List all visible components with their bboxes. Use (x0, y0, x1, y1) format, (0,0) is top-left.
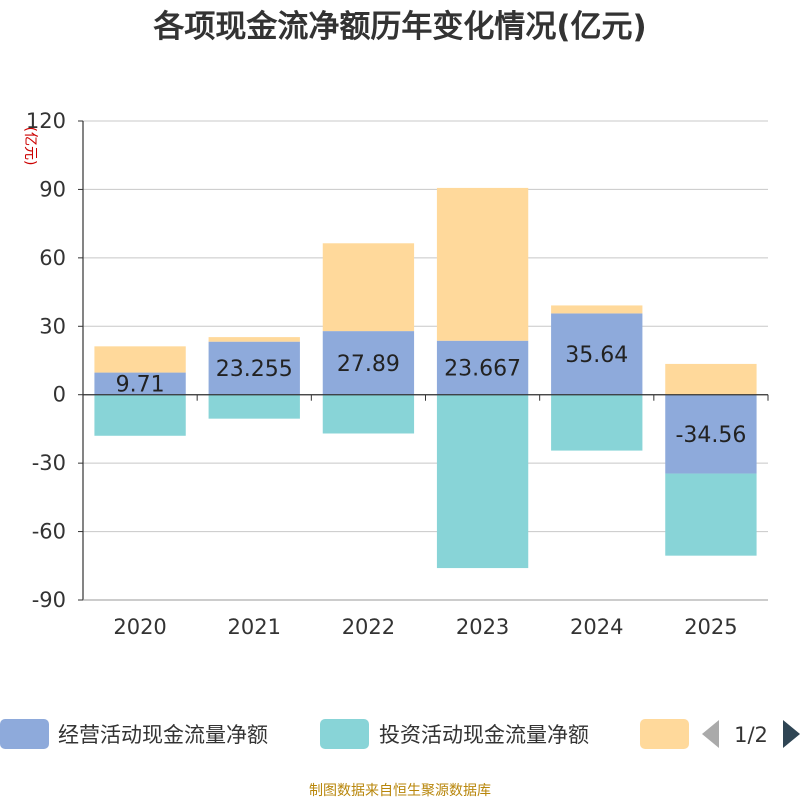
x-tick-label: 2020 (113, 615, 166, 639)
legend-label[interactable]: 投资活动现金流量净额 (379, 723, 589, 747)
x-tick-label: 2022 (342, 615, 395, 639)
axes: -90 -60 -30 0 30 60 90 120 2020 2021 2022 2023 2024 2… (26, 109, 769, 639)
y-axis-unit-label: (亿元) (22, 127, 38, 166)
bar-segment (208, 394, 300, 419)
legend-swatch[interactable] (320, 719, 369, 749)
x-tick-label: 2023 (456, 615, 509, 639)
bar-segment (665, 394, 757, 474)
legend-page-indicator: 1/2 (734, 723, 768, 747)
bar-segment (551, 305, 643, 314)
y-tick-label: 120 (26, 109, 66, 133)
legend-label[interactable]: 经营活动现金流量净额 (58, 723, 268, 747)
bar-segment (94, 394, 186, 436)
legend-next-icon[interactable] (783, 720, 800, 748)
bar-segment (665, 473, 757, 556)
bar-segment (208, 337, 300, 342)
bar-segment (208, 341, 300, 395)
data-label: 35.64 (565, 343, 628, 368)
bar-segment (551, 313, 643, 395)
bars (94, 187, 757, 569)
x-tick-label: 2021 (228, 615, 281, 639)
chart-title: 各项现金流净额历年变化情况(亿元) (152, 9, 646, 45)
source-note: 制图数据来自恒生聚源数据库 (309, 783, 491, 799)
legend: 经营活动现金流量净额 投资活动现金流量净额 1/2 (0, 719, 800, 749)
data-label: 23.255 (216, 357, 293, 382)
data-label: 23.667 (444, 357, 521, 382)
bar-segment (322, 394, 415, 434)
data-label: 9.71 (116, 373, 165, 398)
legend-swatch[interactable] (640, 719, 689, 749)
legend-swatch[interactable] (0, 719, 49, 749)
bar-segment (94, 346, 186, 373)
x-tick-label: 2024 (570, 615, 623, 639)
y-tick-label: 30 (39, 314, 66, 338)
data-label: -34.56 (675, 423, 746, 448)
bar-segment (551, 394, 643, 451)
bar-segment (436, 187, 529, 341)
bar-segment (436, 394, 529, 569)
y-tick-label: -90 (32, 588, 66, 612)
y-tick-label: 90 (39, 177, 66, 201)
bar-segment (665, 363, 757, 395)
x-tick-label: 2025 (684, 615, 737, 639)
y-tick-label: -30 (32, 451, 66, 475)
bar-segment (322, 331, 415, 395)
bar-segment (94, 372, 186, 395)
y-tick-label: 60 (39, 246, 66, 270)
legend-prev-icon[interactable] (702, 720, 719, 748)
bar-segment (322, 243, 415, 332)
y-tick-label: -60 (32, 520, 66, 544)
y-tick-label: 0 (53, 383, 66, 407)
bar-segment (436, 340, 529, 395)
data-label: 27.89 (337, 352, 400, 377)
data-labels: 9.71 23.255 27.89 23.667 35.64 -34.56 (116, 343, 747, 448)
